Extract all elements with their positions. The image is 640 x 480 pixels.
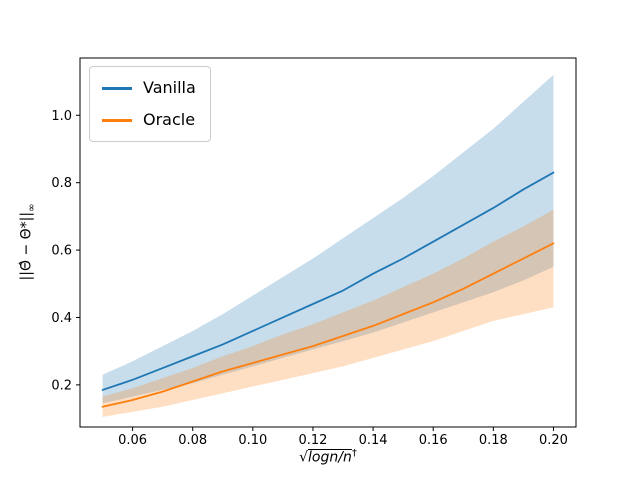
y-tick-label: 0.4 [51, 311, 72, 326]
x-tick-label: 0.08 [178, 433, 207, 448]
y-axis-label-main: ||Θ̂ − Θ*|| [18, 211, 35, 281]
x-axis-label-dagger: † [351, 448, 357, 459]
vanilla-line [101, 171, 555, 391]
legend-label-vanilla: Vanilla [143, 78, 196, 97]
legend-item-vanilla: Vanilla [102, 76, 196, 100]
x-tick-label: 0.18 [479, 433, 508, 448]
radical-sign: √ [299, 449, 309, 466]
x-tick-label: 0.12 [298, 433, 327, 448]
y-axis-label: ||Θ̂ − Θ*||∞ [19, 204, 38, 281]
x-tick-label: 0.10 [238, 433, 267, 448]
x-axis-label-radicand: logn/n [308, 449, 352, 466]
x-tick-label: 0.20 [539, 433, 568, 448]
legend-item-oracle: Oracle [102, 108, 196, 132]
oracle-line [101, 242, 555, 408]
x-tick-label: 0.16 [419, 433, 448, 448]
oracle-band [102, 209, 554, 417]
y-tick-label: 1.0 [51, 109, 72, 124]
legend-swatch-vanilla [102, 86, 132, 90]
vanilla-band [102, 74, 554, 404]
legend: Vanilla Oracle [89, 66, 211, 142]
y-axis-label-sub: ∞ [26, 203, 38, 212]
x-tick-label: 0.06 [118, 433, 147, 448]
axes-frame [79, 57, 577, 428]
x-tick-label: 0.14 [359, 433, 388, 448]
legend-label-oracle: Oracle [143, 110, 196, 129]
y-tick-label: 0.8 [51, 176, 72, 191]
y-tick-label: 0.6 [51, 244, 72, 259]
x-axis-label: √logn/n† [80, 448, 576, 466]
legend-swatch-oracle [102, 118, 132, 122]
y-tick-label: 0.2 [51, 378, 72, 393]
